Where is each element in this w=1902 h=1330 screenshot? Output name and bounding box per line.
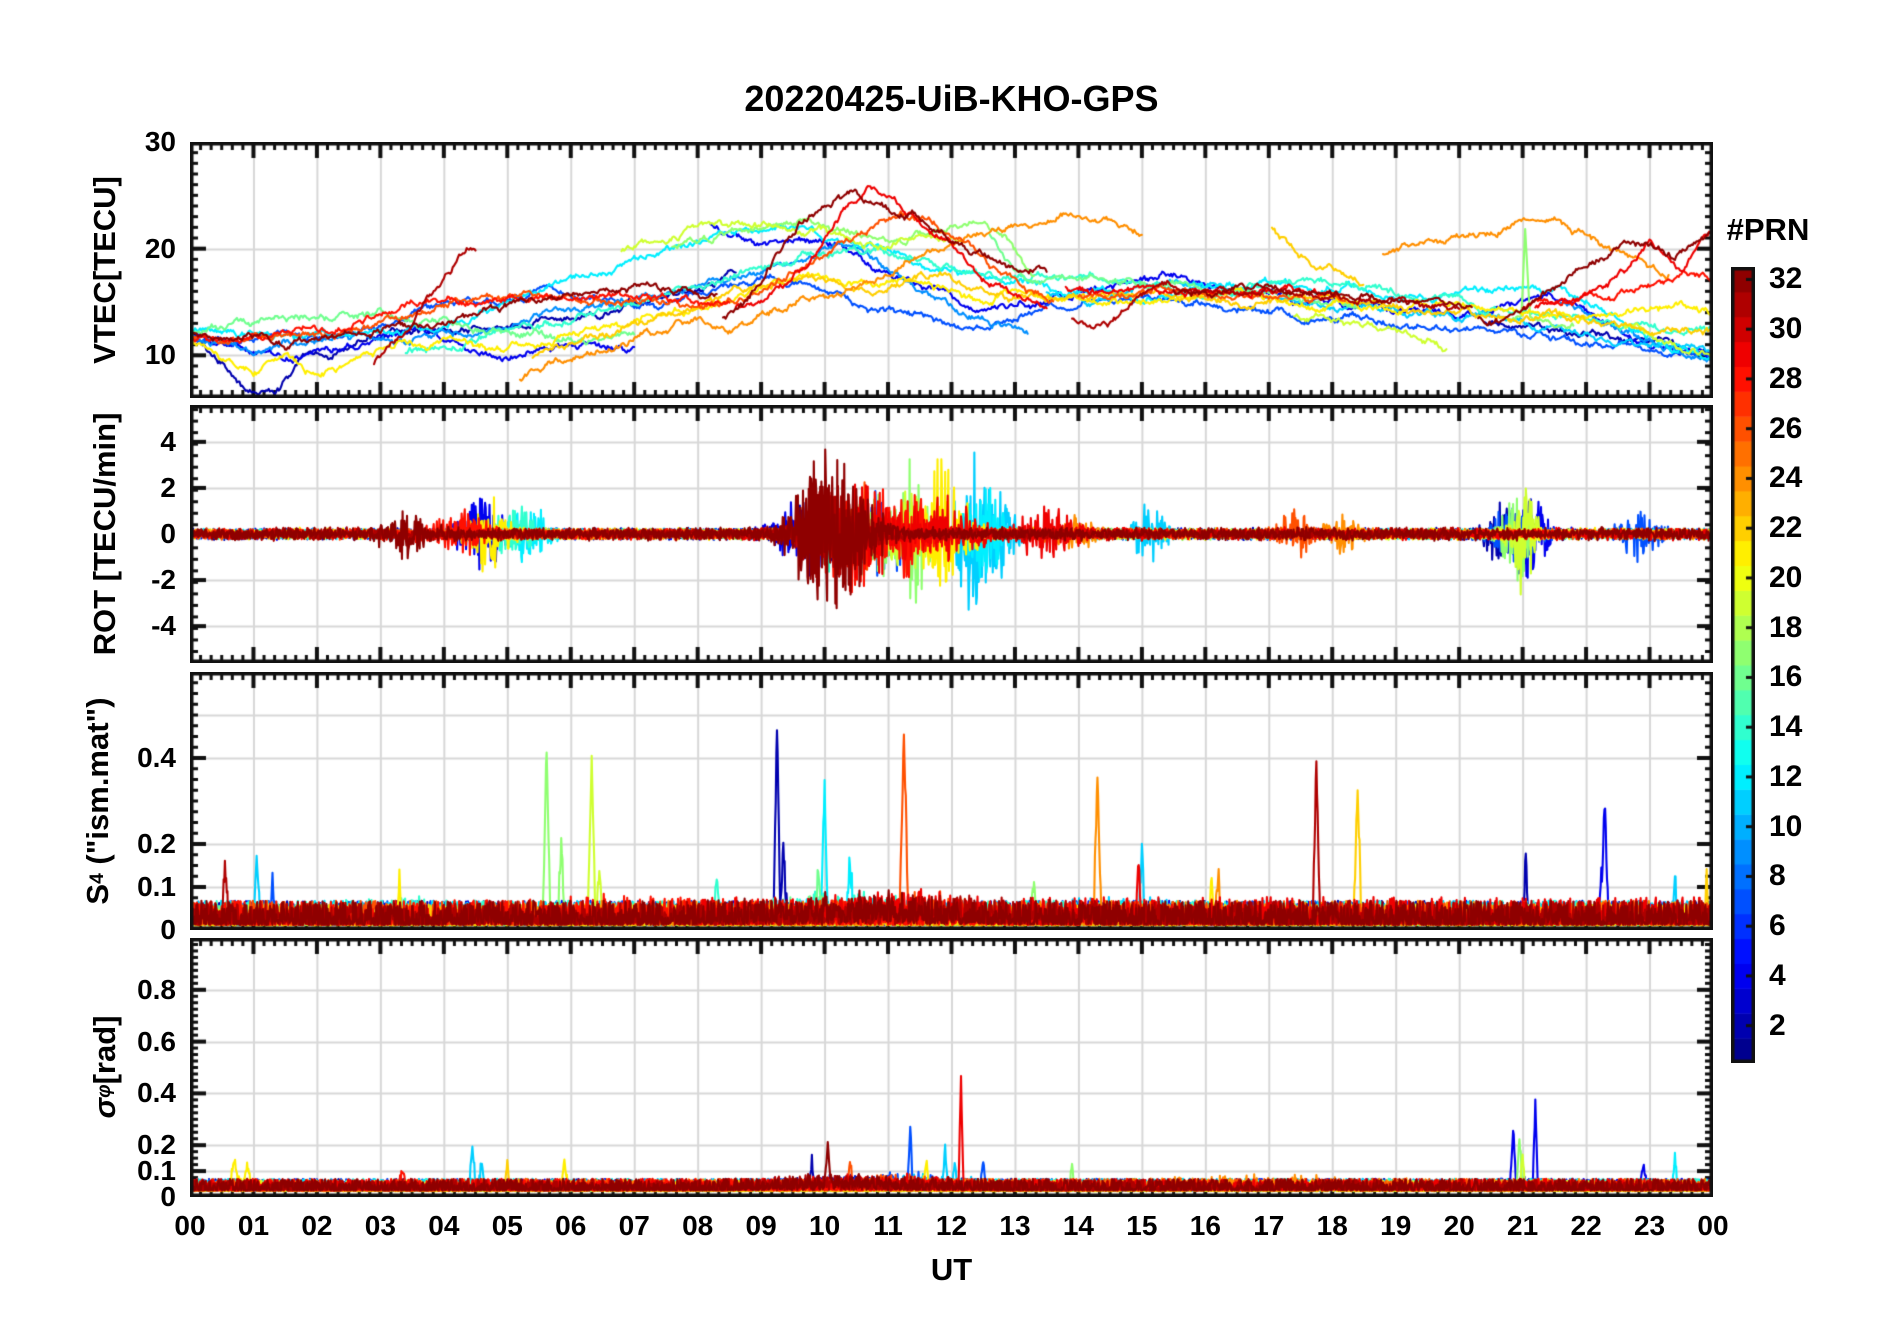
x-tick-label: 00 bbox=[174, 1210, 206, 1241]
y-tick-label-sigma-phi: 0.4 bbox=[137, 1077, 176, 1109]
x-tick-label: 02 bbox=[301, 1210, 333, 1241]
colorbar-tick-label: 14 bbox=[1769, 710, 1803, 744]
x-tick-label: 18 bbox=[1316, 1210, 1348, 1241]
colorbar-tick-label: 16 bbox=[1769, 660, 1803, 694]
colorbar-tick-label: 30 bbox=[1769, 312, 1803, 346]
x-tick-label: 05 bbox=[491, 1210, 523, 1241]
colorbar-tick-label: 24 bbox=[1769, 461, 1803, 495]
y-tick-label-rot: 4 bbox=[160, 425, 176, 457]
x-tick-label: 23 bbox=[1633, 1210, 1666, 1241]
x-tick-label: 21 bbox=[1507, 1210, 1539, 1241]
x-tick-label: 07 bbox=[618, 1210, 650, 1241]
x-tick-label: 09 bbox=[745, 1210, 777, 1241]
x-tick-label: 06 bbox=[555, 1210, 587, 1241]
y-tick-label-rot: 2 bbox=[160, 471, 176, 503]
x-tick-label: 12 bbox=[935, 1210, 968, 1241]
y-tick-label-sigma-phi: 0.1 bbox=[137, 1155, 176, 1187]
colorbar-tick-label: 12 bbox=[1769, 759, 1803, 793]
colorbar-tick-label: 22 bbox=[1769, 511, 1803, 545]
vtec-plot-canvas bbox=[190, 142, 1713, 398]
sigma-phi-plot-canvas bbox=[190, 938, 1713, 1197]
x-tick-label: 11 bbox=[873, 1210, 903, 1241]
panel-rot bbox=[190, 405, 1713, 663]
colorbar bbox=[1731, 267, 1755, 1068]
x-tick-label: 15 bbox=[1126, 1210, 1158, 1241]
colorbar-tick-label: 2 bbox=[1769, 1008, 1786, 1042]
y-tick-label-s4: 0.1 bbox=[137, 871, 176, 902]
colorbar-tick-label: 6 bbox=[1769, 909, 1786, 943]
panel-vtec bbox=[190, 142, 1713, 398]
chart-title: 20220425-UiB-KHO-GPS bbox=[744, 78, 1159, 119]
y-tick-label-sigma-phi: 0.6 bbox=[137, 1025, 176, 1057]
x-tick-label: 16 bbox=[1189, 1210, 1221, 1241]
colorbar-title: #PRN bbox=[1726, 212, 1810, 247]
x-tick-label: 19 bbox=[1380, 1210, 1412, 1241]
x-tick-label: 04 bbox=[428, 1210, 460, 1241]
y-tick-label-vtec: 10 bbox=[144, 339, 176, 371]
y-tick-label-s4: 0 bbox=[160, 914, 176, 945]
colorbar-tick-label: 20 bbox=[1769, 560, 1803, 594]
colorbar-canvas bbox=[1731, 267, 1755, 1063]
y-tick-label-rot: -2 bbox=[151, 564, 176, 596]
colorbar-tick-label: 10 bbox=[1769, 809, 1803, 843]
colorbar-tick-label: 8 bbox=[1769, 859, 1786, 893]
x-tick-label: 01 bbox=[237, 1210, 270, 1241]
x-tick-label: 14 bbox=[1062, 1210, 1094, 1241]
y-tick-label-sigma-phi: 0 bbox=[160, 1181, 176, 1212]
colorbar-tick-label: 28 bbox=[1769, 361, 1803, 395]
x-tick-label: 17 bbox=[1253, 1210, 1285, 1241]
x-tick-label: 08 bbox=[682, 1210, 714, 1241]
x-tick-label: 20 bbox=[1443, 1210, 1475, 1241]
y-tick-label-s4: 0.2 bbox=[137, 828, 176, 859]
x-tick-label: 00 bbox=[1697, 1210, 1729, 1241]
y-tick-label-rot: 0 bbox=[160, 518, 176, 549]
y-tick-label-s4: 0.4 bbox=[137, 742, 176, 773]
s4-plot-canvas bbox=[190, 672, 1713, 930]
y-tick-label-sigma-phi: 0.2 bbox=[137, 1129, 176, 1161]
panel-sigma-phi bbox=[190, 938, 1713, 1197]
x-tick-label: 13 bbox=[999, 1210, 1031, 1241]
colorbar-tick-label: 32 bbox=[1769, 262, 1803, 296]
colorbar-tick-label: 26 bbox=[1769, 411, 1803, 445]
colorbar-tick-label: 4 bbox=[1769, 958, 1786, 992]
y-tick-label-vtec: 20 bbox=[144, 232, 176, 264]
rot-plot-canvas bbox=[190, 405, 1713, 663]
x-tick-label: 10 bbox=[809, 1210, 841, 1241]
y-tick-label-vtec: 30 bbox=[144, 126, 176, 157]
x-axis-label: UT bbox=[930, 1252, 973, 1287]
x-tick-label: 03 bbox=[364, 1210, 396, 1241]
panel-s4 bbox=[190, 672, 1713, 930]
y-tick-label-sigma-phi: 0.8 bbox=[137, 973, 176, 1005]
x-tick-label: 22 bbox=[1570, 1210, 1602, 1241]
y-tick-label-rot: -4 bbox=[151, 610, 176, 642]
colorbar-tick-label: 18 bbox=[1769, 610, 1803, 644]
y-axis-label-text: VTEC[TECU] bbox=[87, 176, 122, 364]
